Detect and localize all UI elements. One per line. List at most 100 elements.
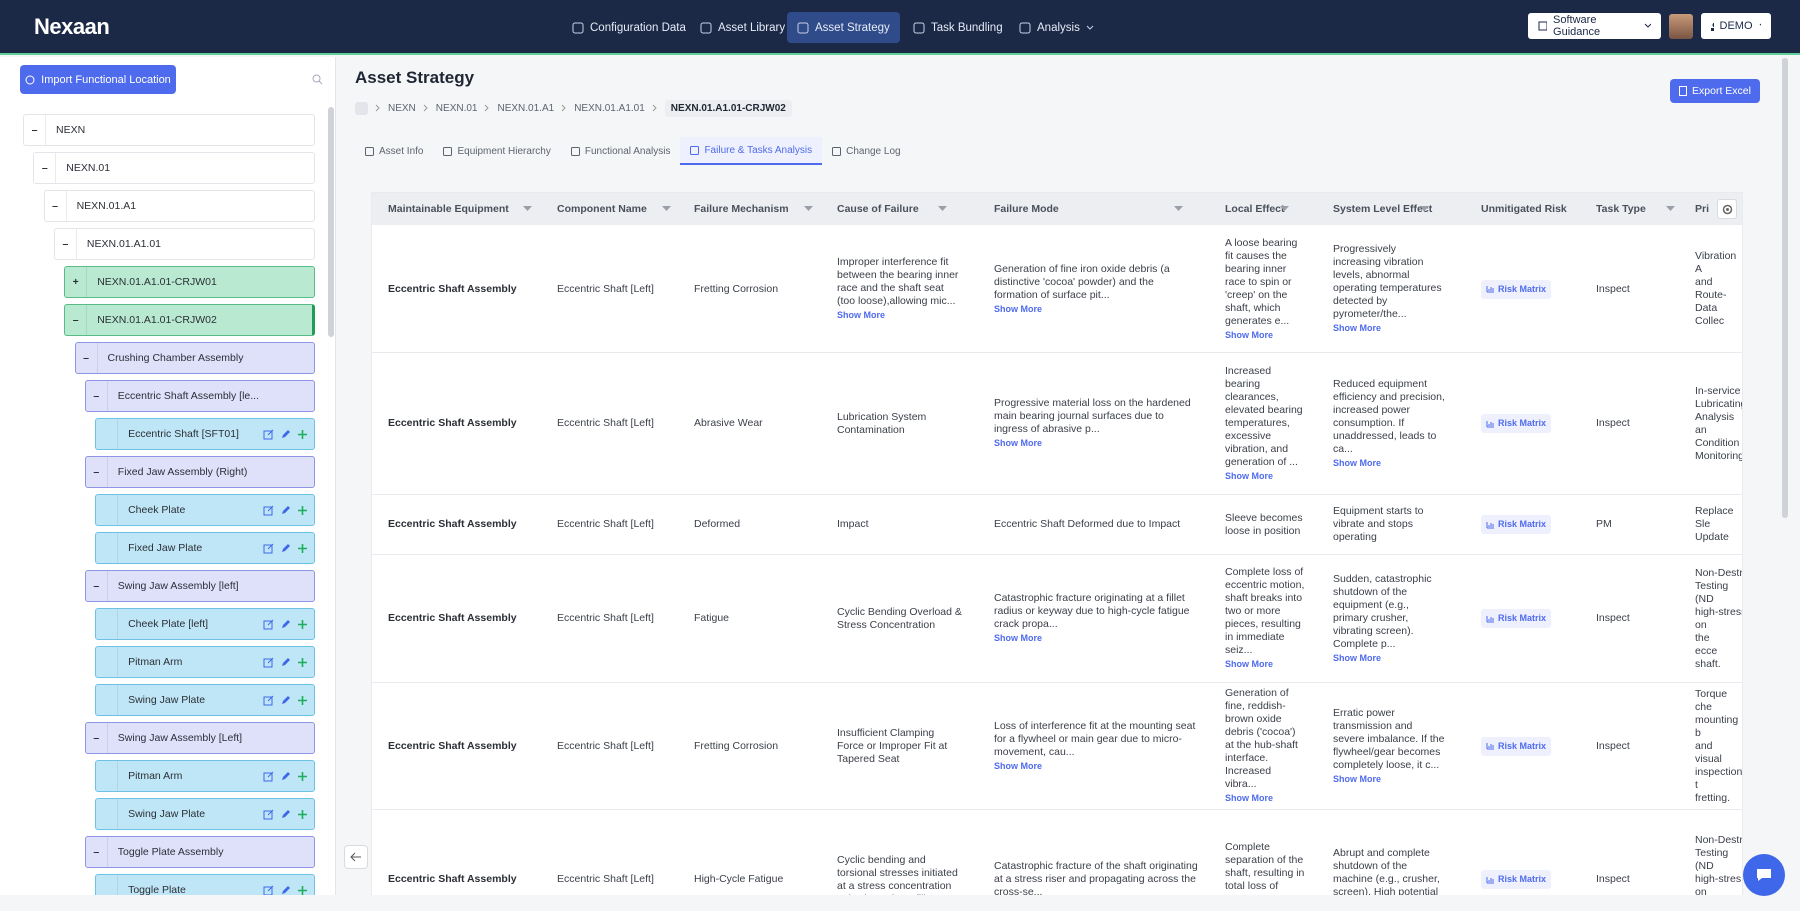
breadcrumb-item[interactable]: NEXN [388, 102, 416, 114]
nav-item[interactable]: Asset Library [690, 12, 795, 43]
nav-item[interactable]: Task Bundling [903, 12, 1013, 43]
settings-button[interactable] [1717, 199, 1737, 219]
avatar[interactable] [1669, 14, 1693, 39]
tree-toggle[interactable] [96, 533, 119, 563]
column-header[interactable]: Component Name [557, 193, 687, 225]
show-more-link[interactable]: Show More [994, 633, 1043, 643]
risk-matrix-button[interactable]: Risk Matrix [1481, 736, 1552, 756]
tab[interactable]: Functional Analysis [561, 137, 681, 165]
show-more-link[interactable]: Show More [1333, 323, 1382, 333]
risk-matrix-button[interactable]: Risk Matrix [1481, 279, 1552, 299]
export-button[interactable]: Export Excel [1670, 79, 1760, 103]
column-header[interactable]: Failure Mechanism [694, 193, 829, 225]
tree-toggle[interactable]: – [86, 837, 108, 867]
tree-toggle[interactable] [96, 685, 119, 715]
tree-toggle[interactable] [96, 419, 119, 449]
tab[interactable]: Asset Info [355, 137, 433, 165]
search-icon[interactable] [312, 74, 323, 85]
tree-node[interactable]: – Toggle Plate Assembly [84, 836, 315, 868]
tree-toggle[interactable]: + [65, 267, 88, 297]
tree-toggle[interactable] [96, 799, 119, 829]
column-header[interactable]: Task Type [1596, 193, 1691, 225]
tree-node[interactable]: – NEXN.01.A1.01-CRJW02 [64, 304, 315, 336]
tree-node[interactable]: – NEXN.01 [33, 152, 315, 184]
tree-node[interactable]: Fixed Jaw Plate [95, 532, 315, 564]
tree-node[interactable]: – NEXN.01.A1.01 [53, 228, 315, 260]
nav-item[interactable]: Asset Strategy [787, 12, 900, 43]
scrollbar[interactable] [328, 107, 334, 337]
tree-toggle[interactable] [96, 495, 119, 525]
column-header[interactable]: Unmitigated Risk [1481, 193, 1581, 225]
risk-matrix-button[interactable]: Risk Matrix [1481, 870, 1552, 889]
tree-toggle[interactable]: – [76, 343, 98, 373]
tree-node[interactable]: – Eccentric Shaft Assembly [le... [84, 380, 315, 412]
tree-node[interactable]: – NEXN [23, 114, 315, 146]
tab[interactable]: Change Log [822, 137, 911, 165]
home-icon[interactable] [355, 101, 368, 115]
user-button[interactable]: DEMO [1701, 13, 1771, 39]
scrollbar[interactable] [1782, 58, 1788, 518]
show-more-link[interactable]: Show More [1225, 470, 1274, 481]
tree-node[interactable]: – NEXN.01.A1 [43, 190, 315, 222]
tree-node[interactable]: – Swing Jaw Assembly [Left] [84, 722, 315, 754]
guidance-button[interactable]: Software Guidance [1528, 13, 1661, 39]
tree-toggle[interactable] [96, 875, 119, 895]
column-header[interactable]: Maintainable Equipment [388, 193, 548, 225]
breadcrumb-item[interactable]: NEXN.01.A1.01-CRJW02 [664, 99, 792, 117]
collapse-button[interactable] [344, 845, 368, 869]
tree-toggle[interactable]: – [86, 457, 108, 487]
tree-toggle[interactable] [96, 647, 119, 677]
column-header[interactable]: Local Effect [1225, 193, 1305, 225]
show-more-link[interactable]: Show More [994, 438, 1043, 448]
column-header[interactable]: Failure Mode [994, 193, 1199, 225]
tree-toggle[interactable]: – [86, 571, 108, 601]
tree-toggle[interactable]: – [55, 229, 77, 259]
tree-node[interactable]: + NEXN.01.A1.01-CRJW01 [64, 266, 315, 298]
show-more-link[interactable]: Show More [1225, 793, 1274, 803]
breadcrumb-item[interactable]: NEXN.01.A1 [497, 102, 555, 114]
tree-node[interactable]: Pitman Arm [95, 760, 315, 792]
tree-toggle[interactable]: – [86, 381, 108, 411]
tree-node[interactable]: Swing Jaw Plate [95, 798, 315, 830]
tree-toggle[interactable]: – [24, 115, 46, 145]
show-more-link[interactable]: Show More [994, 303, 1043, 314]
tab[interactable]: Equipment Hierarchy [433, 137, 560, 165]
tree-node[interactable]: – Swing Jaw Assembly [left] [84, 570, 315, 602]
tree-toggle[interactable]: – [34, 153, 57, 183]
tree-node[interactable]: Swing Jaw Plate [95, 684, 315, 716]
import-button[interactable]: Import Functional Location [20, 65, 176, 94]
show-more-link[interactable]: Show More [1225, 329, 1274, 340]
nav-item[interactable]: Configuration Data [562, 12, 696, 43]
tree-toggle[interactable] [96, 609, 119, 639]
risk-matrix-button[interactable]: Risk Matrix [1481, 609, 1552, 628]
column-header[interactable]: Cause of Failure [837, 193, 963, 225]
show-more-link[interactable]: Show More [1225, 659, 1274, 669]
nav-item[interactable]: Analysis [1009, 12, 1104, 43]
tree-node[interactable]: Pitman Arm [95, 646, 315, 678]
tree-toggle[interactable]: – [86, 723, 108, 753]
tree-toggle[interactable]: – [65, 305, 88, 335]
tree-node[interactable]: – Crushing Chamber Assembly [74, 342, 315, 374]
tree-node[interactable]: Cheek Plate [left] [95, 608, 315, 640]
show-more-link[interactable]: Show More [994, 760, 1043, 771]
risk-matrix-button[interactable]: Risk Matrix [1481, 515, 1552, 534]
breadcrumb-item[interactable]: NEXN.01.A1.01 [574, 102, 645, 114]
show-more-link[interactable]: Show More [1333, 457, 1382, 468]
show-more-link[interactable]: Show More [1333, 652, 1382, 663]
column-header[interactable]: Pri [1695, 193, 1742, 225]
tree-label: Crushing Chamber Assembly [107, 352, 244, 364]
tree-node[interactable]: – Fixed Jaw Assembly (Right) [84, 456, 315, 488]
show-more-link[interactable]: Show More [1333, 773, 1382, 784]
breadcrumb-item[interactable]: NEXN.01 [435, 102, 478, 114]
risk-matrix-button[interactable]: Risk Matrix [1481, 414, 1552, 433]
chat-button[interactable] [1743, 854, 1785, 896]
column-header[interactable]: System Level Effect [1333, 193, 1445, 225]
brand[interactable]: Nexaan [34, 14, 110, 39]
tree-node[interactable]: Eccentric Shaft [SFT01] [95, 418, 315, 450]
tree-node[interactable]: Toggle Plate [95, 874, 315, 895]
show-more-link[interactable]: Show More [837, 310, 886, 320]
tree-toggle[interactable] [96, 761, 119, 791]
tree-node[interactable]: Cheek Plate [95, 494, 315, 526]
tree-toggle[interactable]: – [45, 191, 67, 221]
tab[interactable]: Failure & Tasks Analysis [680, 137, 823, 165]
